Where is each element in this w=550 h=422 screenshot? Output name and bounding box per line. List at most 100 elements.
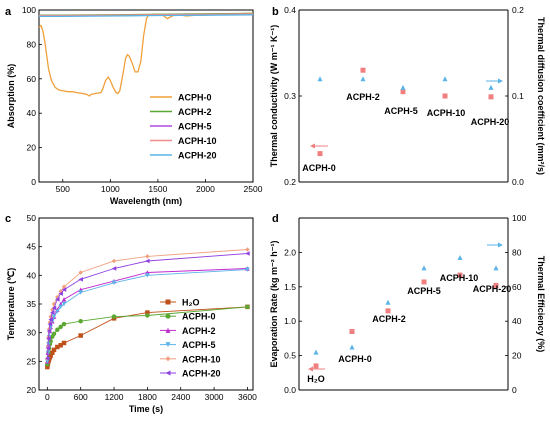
y-tick-label: 0.0 (284, 385, 296, 395)
panel-letter-a: a (5, 6, 12, 18)
x-tick-label: 1500 (148, 184, 167, 194)
y2-axis-label: Thermal Efficiency (%) (536, 256, 546, 353)
data-point (61, 301, 67, 307)
y-tick-label: 45 (27, 242, 37, 252)
legend-marker (165, 342, 171, 348)
data-point (50, 350, 55, 355)
legend-label: ACPH-0 (182, 312, 216, 322)
data-point (51, 305, 57, 311)
data-point (111, 266, 117, 271)
data-point (46, 328, 52, 334)
y2-tick-label: 100 (512, 213, 526, 223)
x-tick-label: 3600 (238, 392, 257, 402)
plot-frame (38, 9, 254, 183)
data-point (111, 280, 117, 286)
data-point (360, 76, 366, 82)
y-tick-label: 50 (27, 213, 37, 223)
data-point (493, 265, 499, 271)
y2-tick-label: 0.1 (512, 91, 524, 101)
x-tick-label: 0 (45, 392, 50, 402)
y-axis-label: Temperature (℃) (6, 268, 16, 340)
data-point (55, 297, 60, 302)
panel-a: a 0 20 40 60 80 100 500 1000 1500 2000 2500 Waveleng… (5, 5, 263, 206)
y-axis-label: Evaporation Rate (kg m⁻² h⁻¹) (269, 240, 279, 367)
point-label: H₂O (307, 374, 325, 384)
legend-label: ACPH-20 (182, 369, 221, 379)
panel-letter-d: d (272, 213, 279, 225)
data-point (245, 247, 250, 252)
right-arrow-head (498, 78, 503, 84)
data-point (47, 321, 53, 327)
x-axis-label: Time (s) (129, 404, 163, 414)
x-tick-label: 1200 (105, 392, 124, 402)
data-point (61, 287, 67, 292)
x-tick-label: 3000 (205, 392, 224, 402)
data-point (349, 344, 355, 350)
point-label: ACPH-0 (338, 354, 372, 364)
series-line (46, 249, 248, 359)
data-point (51, 331, 57, 337)
x-tick-label: 1800 (138, 392, 157, 402)
y-tick-label: 30 (27, 328, 37, 338)
data-point (58, 291, 63, 296)
x-tick-label: 2500 (244, 184, 263, 194)
y2-axis-label: Thermal diffusion coefficient (mm²/s) (536, 17, 546, 175)
data-point (78, 318, 83, 324)
data-point (421, 265, 427, 271)
x-axis-label: Wavelength (nm) (110, 196, 182, 206)
y-tick-label: 40 (27, 270, 37, 280)
data-point (58, 343, 63, 348)
y-tick-label: 100 (22, 5, 36, 15)
point-label: ACPH-20 (473, 284, 512, 294)
data-point (145, 310, 150, 315)
legend-label: ACPH-10 (182, 354, 221, 364)
y-tick-label: 0 (31, 177, 36, 187)
data-point (78, 270, 83, 275)
series-line (39, 14, 254, 18)
legend-label: H₂O (182, 298, 200, 308)
data-point (111, 314, 117, 319)
y-tick-label: 20 (27, 143, 37, 153)
data-point (313, 363, 319, 369)
y-axis-label: Absorption (%) (6, 64, 16, 129)
data-point (360, 67, 366, 73)
data-point (51, 314, 57, 319)
data-point (48, 317, 53, 322)
x-tick-label: 500 (56, 184, 70, 194)
y-tick-label: 35 (27, 299, 37, 309)
y-tick-label: 0.3 (284, 91, 296, 101)
panel-b: b 0.2 0.3 0.4 0.0 0.1 0.2 Thermal conductivity … (269, 5, 546, 187)
panel-d: d 0.0 0.5 1.0 1.5 2.0 0 20 40 60 80 100 Evaporation … (269, 213, 546, 395)
data-point (421, 279, 427, 285)
data-point (46, 336, 51, 341)
y-tick-label: 1.5 (284, 282, 296, 292)
data-point (245, 304, 250, 310)
y-tick-label: 20 (27, 385, 37, 395)
data-point (488, 94, 494, 100)
y2-tick-label: 0 (512, 385, 517, 395)
left-arrow-head (310, 143, 315, 149)
series-line (39, 13, 254, 17)
point-label: ACPH-10 (440, 273, 479, 283)
data-point (317, 76, 323, 82)
y2-tick-label: 80 (512, 247, 522, 257)
y2-tick-label: 0.0 (512, 177, 524, 187)
y-tick-label: 25 (27, 356, 37, 366)
data-point (400, 89, 406, 95)
data-point (145, 273, 150, 278)
y-tick-label: 0.5 (284, 351, 296, 361)
y-axis-label: Thermal conductivity (W m⁻¹ K⁻¹) (269, 25, 279, 168)
y-tick-label: 60 (27, 74, 37, 84)
y2-tick-label: 20 (512, 351, 522, 361)
y-tick-label: 0.2 (284, 177, 296, 187)
data-point (78, 333, 83, 338)
data-point (58, 304, 63, 310)
x-tick-label: 2000 (196, 184, 215, 194)
data-point (317, 151, 323, 157)
y-tick-label: 1.0 (284, 316, 296, 326)
data-point (58, 324, 63, 330)
data-point (145, 254, 150, 259)
point-label: ACPH-2 (346, 92, 380, 102)
data-point (61, 340, 67, 346)
data-point (385, 308, 391, 314)
